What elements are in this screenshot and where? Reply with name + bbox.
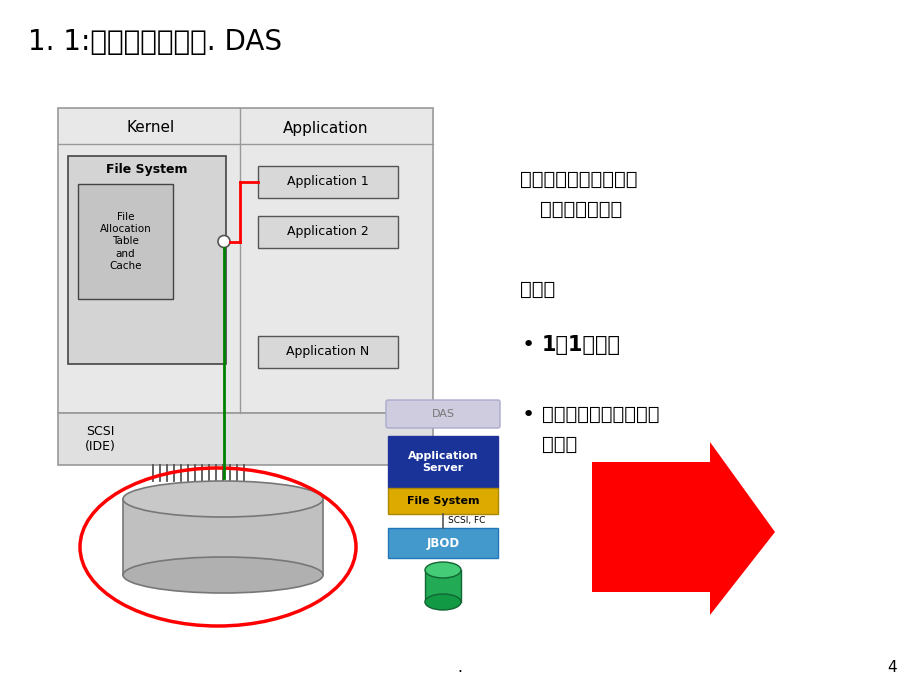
Text: 1. 1:分布式存储历程. DAS: 1. 1:分布式存储历程. DAS <box>28 28 282 56</box>
Ellipse shape <box>123 557 323 593</box>
Text: File
Allocation
Table
and
Cache: File Allocation Table and Cache <box>99 212 152 271</box>
Text: DAS: DAS <box>431 409 454 419</box>
Text: Application
Server: Application Server <box>407 451 478 473</box>
Bar <box>68 156 226 364</box>
Text: 缺点：: 缺点： <box>519 280 555 299</box>
Bar <box>425 570 460 602</box>
Text: SCSI, FC: SCSI, FC <box>448 517 485 526</box>
Bar <box>257 216 398 248</box>
Bar <box>78 184 173 299</box>
Text: SCSI
(IDE): SCSI (IDE) <box>85 425 115 453</box>
Text: 4: 4 <box>886 660 896 676</box>
Text: Application 2: Application 2 <box>287 226 369 239</box>
Text: File System: File System <box>106 164 187 177</box>
Ellipse shape <box>425 594 460 610</box>
Text: 用于操作系统和应用程: 用于操作系统和应用程 <box>519 170 637 189</box>
Text: •: • <box>521 335 535 355</box>
Text: Kernel: Kernel <box>127 121 175 135</box>
Circle shape <box>218 235 230 248</box>
Bar <box>388 488 497 514</box>
Text: Application N: Application N <box>286 346 369 359</box>
Text: 共享。: 共享。 <box>541 435 576 454</box>
Bar <box>123 499 323 575</box>
Bar <box>388 528 497 558</box>
Bar <box>257 336 398 368</box>
Text: 序的本地存储。: 序的本地存储。 <box>539 200 621 219</box>
Text: 数据无法再服务器之间: 数据无法再服务器之间 <box>541 405 659 424</box>
Text: .: . <box>457 660 462 676</box>
Text: JBOD: JBOD <box>426 537 460 549</box>
Polygon shape <box>591 442 774 615</box>
Bar <box>388 436 497 488</box>
Text: 1对1，单点: 1对1，单点 <box>541 335 620 355</box>
Text: Application 1: Application 1 <box>287 175 369 188</box>
Bar <box>58 413 433 465</box>
Bar <box>58 108 433 413</box>
Ellipse shape <box>123 481 323 517</box>
FancyBboxPatch shape <box>386 400 499 428</box>
Text: File System: File System <box>406 496 479 506</box>
Text: •: • <box>521 405 535 425</box>
Ellipse shape <box>425 562 460 578</box>
Text: Application: Application <box>283 121 369 135</box>
Bar <box>257 166 398 198</box>
